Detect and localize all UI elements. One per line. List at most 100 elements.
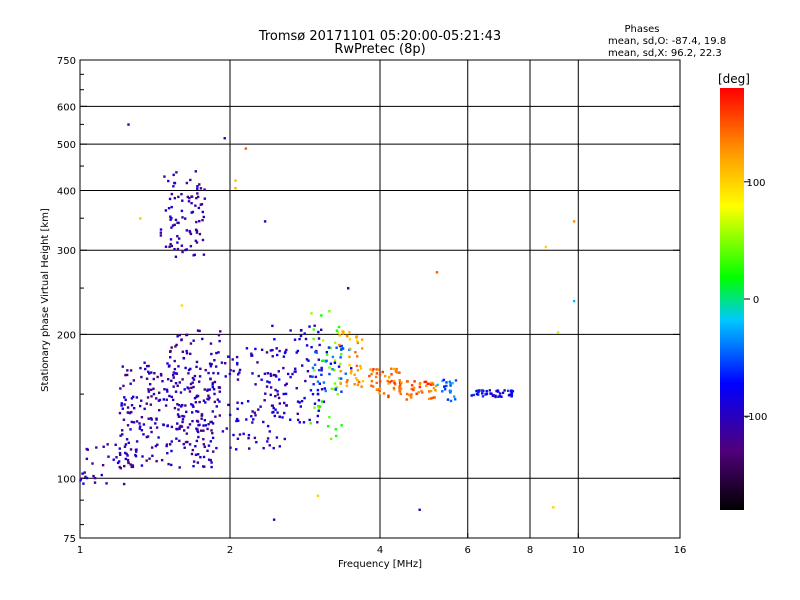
data-point — [208, 396, 211, 400]
data-point — [145, 402, 148, 405]
data-point — [168, 443, 172, 446]
data-point — [211, 431, 214, 435]
data-point — [339, 377, 343, 380]
data-point — [188, 423, 192, 426]
data-point — [192, 254, 195, 257]
data-point — [405, 392, 409, 396]
data-point — [387, 395, 390, 399]
data-point — [174, 381, 178, 385]
data-point — [359, 367, 363, 370]
data-point — [393, 379, 396, 383]
data-point — [350, 367, 353, 370]
data-point — [256, 361, 259, 364]
data-point — [140, 429, 144, 432]
data-point — [300, 364, 304, 367]
data-point — [355, 364, 359, 368]
data-point — [129, 369, 133, 372]
data-point — [378, 380, 382, 383]
data-point — [92, 474, 95, 478]
data-point — [236, 373, 240, 376]
data-point — [197, 380, 201, 383]
data-point — [320, 400, 324, 403]
data-point — [420, 389, 423, 393]
data-point — [195, 241, 199, 244]
data-point — [101, 463, 105, 467]
data-point — [211, 383, 214, 386]
data-point — [190, 452, 194, 456]
data-point — [338, 377, 341, 380]
data-point — [250, 415, 253, 418]
data-point — [188, 196, 191, 200]
data-point — [250, 352, 253, 355]
data-point — [114, 443, 117, 447]
data-point — [184, 366, 187, 370]
data-point — [272, 373, 276, 377]
data-point — [500, 395, 503, 398]
data-point — [328, 372, 331, 376]
data-point — [200, 413, 204, 416]
data-point — [223, 137, 226, 140]
data-point — [429, 389, 433, 393]
data-point — [207, 458, 211, 461]
data-point — [179, 391, 183, 394]
data-point — [399, 387, 403, 390]
data-point — [296, 418, 300, 422]
data-point — [206, 427, 209, 431]
data-point — [298, 421, 301, 424]
data-point — [320, 359, 324, 363]
data-point — [325, 353, 329, 357]
data-point — [175, 372, 179, 375]
data-point — [263, 220, 267, 223]
data-point — [171, 398, 175, 402]
data-point — [170, 217, 173, 220]
data-point — [172, 185, 175, 188]
data-point — [188, 230, 192, 234]
data-point — [322, 400, 326, 403]
data-point — [127, 461, 130, 464]
data-point — [169, 218, 172, 221]
x-tick-label: 2 — [227, 545, 233, 556]
data-point — [317, 405, 320, 408]
data-point — [166, 378, 170, 381]
data-point — [316, 414, 320, 418]
data-point — [338, 343, 341, 347]
chart-title: Tromsø 20171101 05:20:00-05:21:43 — [258, 29, 501, 44]
data-point — [382, 392, 386, 395]
data-point — [154, 422, 157, 425]
data-point — [275, 353, 279, 357]
data-point — [475, 389, 478, 393]
data-point — [334, 434, 338, 438]
data-point — [125, 373, 129, 377]
data-point — [254, 414, 257, 417]
data-point — [208, 388, 212, 391]
data-point — [263, 399, 266, 402]
data-point — [332, 387, 335, 391]
data-point — [159, 228, 163, 231]
data-point — [178, 333, 182, 337]
data-point — [311, 392, 315, 396]
data-point — [131, 464, 134, 467]
y-tick-label: 500 — [57, 140, 76, 151]
data-point — [333, 359, 337, 362]
data-point — [268, 444, 271, 447]
data-point — [150, 430, 153, 434]
data-point — [198, 329, 201, 333]
data-point — [434, 384, 438, 388]
data-point — [83, 471, 86, 474]
data-point — [315, 351, 318, 354]
data-point — [182, 442, 185, 446]
data-point — [183, 446, 186, 449]
data-point — [289, 375, 292, 379]
data-point — [196, 192, 199, 195]
data-point — [503, 389, 506, 392]
data-point — [209, 365, 213, 368]
data-point — [178, 427, 181, 431]
data-point — [274, 374, 277, 377]
data-point — [176, 403, 179, 406]
data-point — [162, 398, 166, 401]
data-point — [125, 438, 129, 441]
data-point — [390, 373, 393, 376]
data-point — [102, 445, 105, 448]
data-point — [128, 411, 132, 415]
data-point — [288, 418, 292, 421]
